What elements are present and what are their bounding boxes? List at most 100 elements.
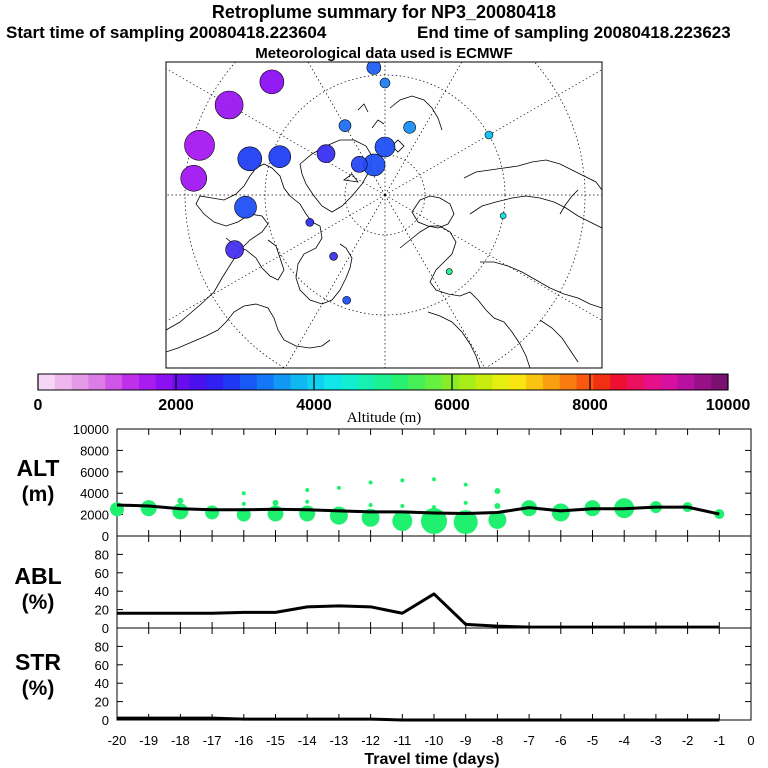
- x-tick-label: -2: [682, 733, 694, 748]
- x-tick-label: -11: [393, 733, 411, 748]
- start-sampling-time: Start time of sampling 20080418.223604: [6, 23, 327, 42]
- colorbar-label: Altitude (m): [347, 410, 422, 426]
- colorbar-swatch: [138, 374, 157, 390]
- colorbar-swatch: [441, 374, 460, 390]
- str-panel-unit: (%): [22, 677, 55, 700]
- coastline-islands: [342, 103, 405, 183]
- plume-markers: [180, 12, 507, 305]
- x-tick-label: -16: [234, 733, 253, 748]
- coastline-asia: [463, 159, 602, 191]
- colorbar-tick-label: 8000: [572, 397, 608, 414]
- plume-marker: [342, 295, 351, 305]
- colorbar-swatch: [223, 374, 241, 390]
- colorbar-ticks: 0 2000 4000 6000 8000 10000: [34, 374, 750, 414]
- colorbar-swatch: [694, 374, 712, 390]
- colorbar-tick-label: 0: [34, 397, 43, 414]
- x-tick-label: -5: [587, 733, 599, 748]
- x-tick-label: 0: [747, 733, 754, 748]
- x-tick-label: -17: [203, 733, 222, 748]
- coastline-japan: [559, 189, 579, 215]
- alt-panel-label: ALT: [16, 455, 59, 481]
- colorbar-swatch: [526, 374, 544, 390]
- colorbar-swatch: [374, 374, 392, 390]
- colorbar-swatch: [273, 374, 291, 390]
- plume-marker: [234, 195, 257, 219]
- str-series-line: [117, 716, 720, 722]
- alt-marker: [392, 511, 413, 532]
- colorbar-swatch: [542, 374, 561, 390]
- colorbar-swatch: [610, 374, 628, 390]
- altitude-colorbar: [37, 373, 729, 391]
- plume-marker: [366, 62, 382, 75]
- coastline-alaska: [389, 95, 443, 131]
- colorbar-swatch: [408, 374, 426, 390]
- colorbar-swatch: [391, 374, 409, 390]
- plume-marker: [484, 130, 494, 140]
- plume-marker: [225, 240, 244, 260]
- colorbar-swatch: [576, 374, 594, 390]
- plume-marker: [316, 144, 336, 164]
- str-y-tick-label: 60: [95, 658, 109, 673]
- alt-marker: [177, 497, 184, 504]
- alt-marker: [241, 491, 246, 496]
- alt-series-line: [116, 503, 720, 516]
- plume-marker: [403, 121, 416, 134]
- coastline-arabia: [539, 319, 579, 363]
- str-panel-label: STR: [15, 649, 61, 675]
- alt-marker: [432, 477, 436, 482]
- abl-y-tick-label: 40: [95, 584, 109, 599]
- alt-marker: [172, 503, 189, 520]
- coastline-europe: [399, 225, 531, 368]
- colorbar-swatch: [593, 374, 611, 390]
- x-tick-label: -1: [714, 733, 726, 748]
- polar-map: [165, 12, 603, 369]
- abl-y-tick-label: 0: [102, 621, 109, 636]
- plume-marker: [329, 12, 347, 30]
- alt-marker: [272, 499, 279, 506]
- colorbar-swatch: [677, 374, 695, 390]
- plume-marker: [329, 251, 338, 261]
- alt-y-tick-label: 8000: [80, 443, 109, 458]
- colorbar-swatch: [122, 374, 140, 390]
- alt-marker: [463, 482, 468, 487]
- colorbar-swatch: [559, 374, 577, 390]
- x-tick-label: -3: [650, 733, 662, 748]
- plume-marker: [237, 146, 263, 172]
- colorbar-tick-label: 2000: [158, 397, 194, 414]
- colorbar-swatch: [54, 374, 73, 390]
- abl-series-line: [117, 592, 720, 629]
- abl-y-tick-label: 80: [95, 547, 109, 562]
- colorbar-swatch: [88, 374, 106, 390]
- colorbar-swatch: [105, 374, 123, 390]
- alt-panel-unit: (m): [22, 483, 55, 506]
- colorbar-swatch: [38, 374, 56, 390]
- str-y-tick-label: 0: [102, 713, 109, 728]
- alt-marker: [241, 501, 246, 506]
- abl-panel-label: ABL: [14, 563, 61, 589]
- colorbar-swatch: [643, 374, 662, 390]
- x-axis-label: Travel time (days): [364, 751, 499, 768]
- plume-marker: [268, 145, 292, 168]
- plume-marker: [374, 136, 396, 158]
- colorbar-swatch: [340, 374, 359, 390]
- colorbar-swatch: [660, 374, 678, 390]
- colorbar-swatch: [324, 374, 342, 390]
- alt-marker: [488, 510, 507, 529]
- abl-y-tick-label: 20: [95, 603, 109, 618]
- coastline-middle-east: [480, 261, 602, 309]
- map-border: [165, 61, 603, 369]
- plume-marker: [180, 164, 208, 192]
- colorbar-swatch: [189, 374, 207, 390]
- alt-y-tick-label: 2000: [80, 508, 109, 523]
- colorbar-swatch: [290, 374, 308, 390]
- colorbar-swatch: [492, 374, 510, 390]
- coastline-scandinavia: [411, 195, 455, 229]
- x-tick-label: -12: [361, 733, 380, 748]
- colorbar-swatch: [475, 374, 493, 390]
- colorbar-swatch: [711, 374, 729, 390]
- plume-marker: [259, 69, 285, 95]
- met-data-source: Meteorological data used is ECMWF: [255, 45, 513, 62]
- str-y-tick-label: 80: [95, 639, 109, 654]
- colorbar-tick-label: 4000: [296, 397, 332, 414]
